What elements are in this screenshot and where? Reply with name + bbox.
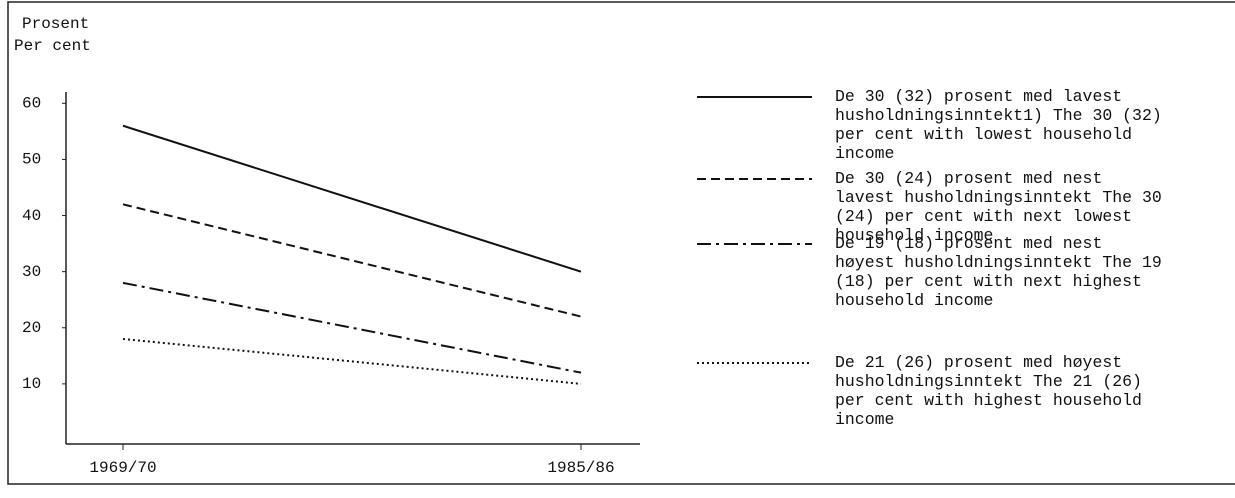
y-tick-label: 20 [22,319,41,337]
y-tick-label: 30 [22,263,41,281]
y-tick-label: 40 [22,207,41,225]
frame [7,1,1235,485]
series-line [122,124,582,273]
legend-label: De 30 (24) prosent med nest lavest husho… [835,169,1162,245]
y-tick-label: 50 [22,151,41,169]
y-label: Prosent [22,15,89,33]
series-line [122,203,582,318]
x-tick-label: 1969/70 [89,459,156,477]
series-line [122,337,582,385]
y-tick-label: 60 [22,95,41,113]
x-tick-label: 1985/86 [547,459,614,477]
y-label: Per cent [14,37,91,55]
series-line [122,281,582,374]
legend-label: De 19 (18) prosent med nest høyest husho… [835,234,1162,310]
y-tick-label: 10 [22,375,41,393]
legend-label: De 21 (26) prosent med høyest husholdnin… [835,353,1142,429]
legend-label: De 30 (32) prosent med lavest husholdnin… [835,87,1162,163]
